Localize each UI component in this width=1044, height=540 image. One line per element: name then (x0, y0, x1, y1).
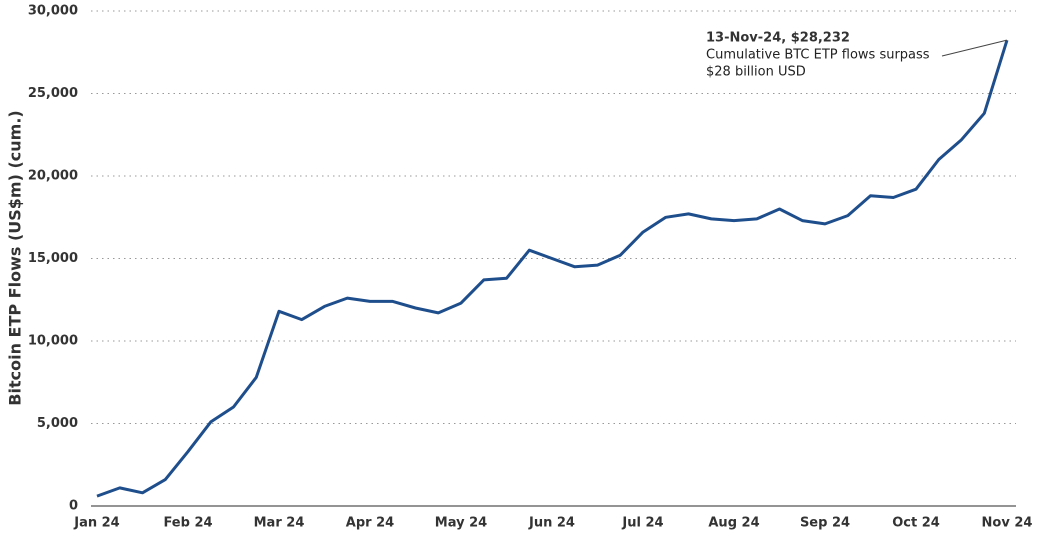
y-tick-label: 20,000 (28, 169, 78, 184)
y-tick-label: 15,000 (28, 251, 78, 266)
x-tick-label: Aug 24 (708, 516, 759, 531)
x-tick-label: Sep 24 (800, 516, 850, 531)
x-tick-label: Mar 24 (254, 516, 305, 531)
y-axis-label: Bitcoin ETP Flows (US$m) (cum.) (6, 110, 25, 405)
x-tick-label: Jul 24 (621, 516, 663, 531)
y-tick-label: 10,000 (28, 334, 78, 349)
x-tick-label: May 24 (435, 516, 487, 531)
y-tick-label: 30,000 (28, 4, 78, 19)
x-tick-label: Jun 24 (528, 516, 575, 531)
y-tick-label: 25,000 (28, 86, 78, 101)
annotation-text: $28 billion USD (706, 65, 806, 80)
annotation-title: 13-Nov-24, $28,232 (706, 31, 850, 46)
annotation-text: Cumulative BTC ETP flows surpass (706, 48, 930, 63)
x-tick-label: Oct 24 (892, 516, 940, 531)
x-tick-label: Nov 24 (982, 516, 1033, 531)
y-tick-label: 5,000 (37, 416, 78, 431)
annotation-leader (941, 39, 1008, 57)
y-tick-label: 0 (69, 499, 78, 514)
x-tick-label: Jan 24 (73, 516, 119, 531)
data-line (96, 39, 1009, 498)
x-tick-label: Feb 24 (163, 516, 212, 531)
x-tick-label: Apr 24 (346, 516, 394, 531)
